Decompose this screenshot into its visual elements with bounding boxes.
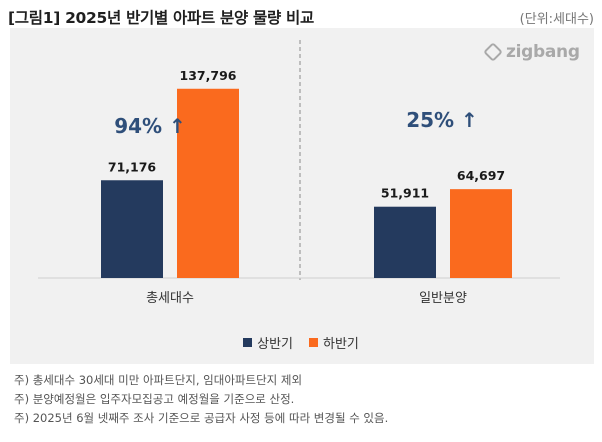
chart-title: [그림1] 2025년 반기별 아파트 분양 물량 비교 — [8, 9, 314, 27]
bar-second-half-total — [177, 88, 239, 278]
logo-text: zigbang — [506, 42, 580, 62]
chart-legend: 상반기 하반기 — [0, 333, 602, 352]
bar-first-half-total — [101, 180, 163, 278]
zigbang-logo: zigbang — [484, 42, 580, 62]
footnotes: 주) 총세대수 30세대 미만 아파트단지, 임대아파트단지 제외 주) 분양예… — [14, 371, 388, 428]
legend-label-second-half: 하반기 — [323, 337, 359, 352]
data-label-second-half-general: 64,697 — [457, 168, 505, 183]
footnote: 주) 2025년 6월 넷째주 조사 기준으로 공급자 사정 등에 따라 변경될… — [14, 411, 389, 425]
growth-annotation-total: 94% ↑ — [114, 114, 186, 138]
legend-item-second-half: 하반기 — [309, 333, 359, 352]
legend-swatch-first-half — [243, 338, 253, 347]
data-label-first-half-total: 71,176 — [108, 159, 157, 174]
bar-second-half-general — [450, 189, 512, 278]
data-label-second-half-total: 137,796 — [180, 68, 237, 83]
unit-label: (단위:세대수) — [519, 12, 594, 27]
growth-annotation-general: 25% ↑ — [406, 108, 478, 132]
footnote: 주) 분양예정월은 입주자모집공고 예정월을 기준으로 산정. — [14, 392, 295, 406]
footnote: 주) 총세대수 30세대 미만 아파트단지, 임대아파트단지 제외 — [14, 373, 303, 387]
category-label-general: 일반분양 — [419, 291, 467, 306]
legend-label-first-half: 상반기 — [257, 337, 293, 352]
bar-first-half-general — [374, 206, 436, 278]
data-label-first-half-general: 51,911 — [381, 186, 429, 201]
legend-swatch-second-half — [309, 338, 318, 347]
category-label-total: 총세대수 — [146, 291, 194, 306]
legend-item-first-half: 상반기 — [243, 333, 293, 352]
